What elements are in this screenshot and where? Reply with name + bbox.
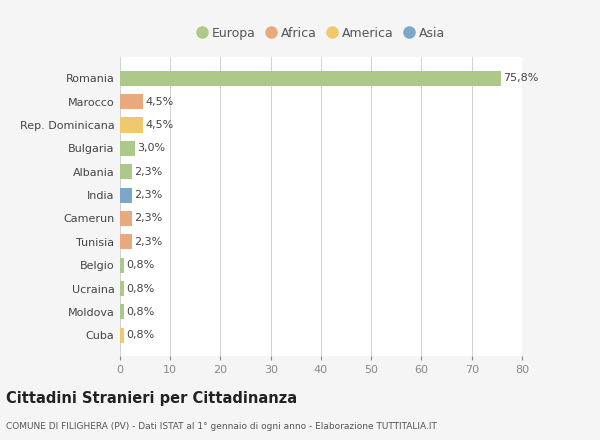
Legend: Europa, Africa, America, Asia: Europa, Africa, America, Asia [192,22,450,44]
Text: 2,3%: 2,3% [134,190,163,200]
Bar [120,164,131,180]
Text: 4,5%: 4,5% [145,120,173,130]
Bar [120,141,135,156]
Bar [120,328,124,343]
Text: 0,8%: 0,8% [127,330,155,340]
Bar [120,94,143,109]
Text: 2,3%: 2,3% [134,167,163,177]
Text: 3,0%: 3,0% [137,143,166,154]
Text: 75,8%: 75,8% [503,73,539,84]
Bar [120,117,143,133]
Text: COMUNE DI FILIGHERA (PV) - Dati ISTAT al 1° gennaio di ogni anno - Elaborazione : COMUNE DI FILIGHERA (PV) - Dati ISTAT al… [6,422,437,431]
Bar [120,211,131,226]
Text: 2,3%: 2,3% [134,213,163,224]
Bar [120,187,131,203]
Bar [120,234,131,249]
Bar [120,304,124,319]
Bar [120,71,501,86]
Text: 2,3%: 2,3% [134,237,163,247]
Text: 0,8%: 0,8% [127,307,155,317]
Bar [120,281,124,296]
Text: 0,8%: 0,8% [127,260,155,270]
Bar [120,257,124,273]
Text: 0,8%: 0,8% [127,283,155,293]
Text: Cittadini Stranieri per Cittadinanza: Cittadini Stranieri per Cittadinanza [6,391,297,406]
Text: 4,5%: 4,5% [145,97,173,107]
